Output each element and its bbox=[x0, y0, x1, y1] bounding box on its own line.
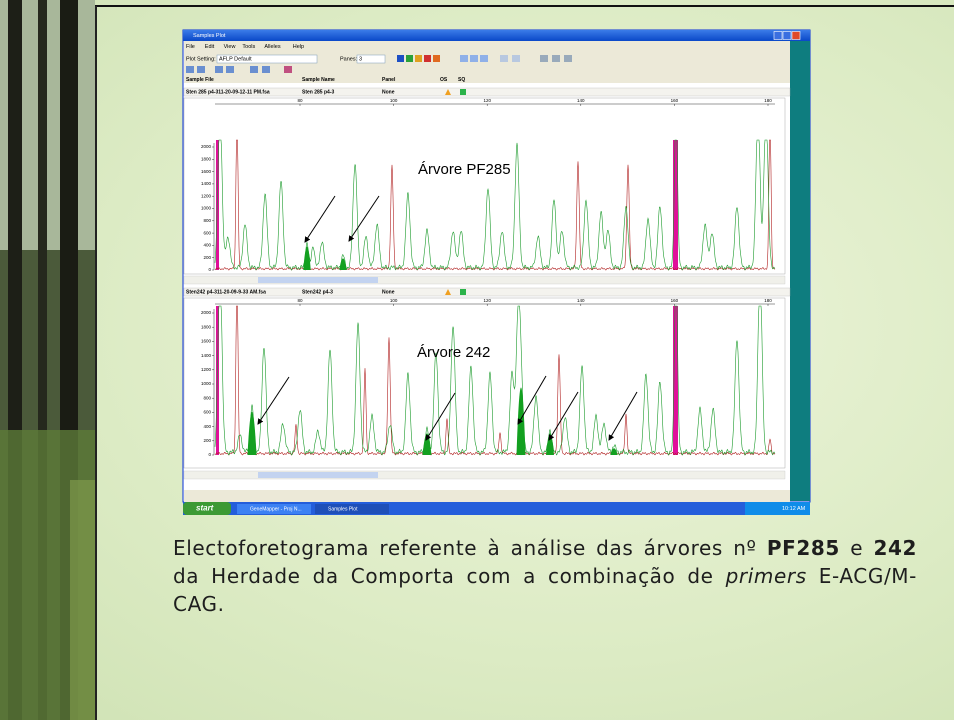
caption: Electoforetograma referente à análise da… bbox=[173, 534, 917, 618]
x-tick-label: 140 bbox=[577, 98, 585, 103]
x-tick-label: 80 bbox=[297, 298, 303, 303]
x-tick-label: 160 bbox=[671, 298, 679, 303]
column-header: Sample File bbox=[186, 77, 214, 83]
window-title: Samples Plot bbox=[193, 33, 226, 39]
sample-row[interactable] bbox=[184, 288, 790, 296]
y-tick-label: 800 bbox=[203, 218, 211, 223]
menu-item[interactable]: Edit bbox=[205, 44, 215, 50]
y-tick-label: 400 bbox=[203, 424, 211, 429]
y-tick-label: 1800 bbox=[201, 324, 212, 329]
forest-photo bbox=[0, 0, 95, 720]
menu-item[interactable]: File bbox=[186, 44, 195, 50]
pane-annotation: Árvore 242 bbox=[417, 344, 490, 361]
y-tick-label: 400 bbox=[203, 243, 211, 248]
pane: Sten242 p4-311-20-09-9-33 AM.fsa Sten242 … bbox=[184, 288, 790, 479]
y-tick-label: 200 bbox=[203, 255, 211, 260]
x-tick-label: 100 bbox=[390, 298, 398, 303]
sample-name: Sten 285 p4-3 bbox=[302, 89, 334, 95]
column-header: Sample Name bbox=[302, 77, 335, 83]
y-tick-label: 200 bbox=[203, 438, 211, 443]
panel: None bbox=[382, 289, 395, 295]
menu-item[interactable]: Tools bbox=[242, 44, 255, 50]
y-tick-label: 1400 bbox=[201, 181, 212, 186]
caption-segment: e bbox=[840, 536, 874, 560]
scroll-thumb[interactable] bbox=[258, 472, 378, 478]
y-tick-label: 1600 bbox=[201, 339, 212, 344]
plot-setting-label: Plot Setting: bbox=[186, 56, 216, 62]
y-tick-label: 800 bbox=[203, 395, 211, 400]
column-header: OS bbox=[440, 77, 448, 83]
x-tick-label: 120 bbox=[483, 98, 491, 103]
y-tick-label: 1000 bbox=[201, 206, 212, 211]
caption-segment: da Herdade da Comporta com a combinação … bbox=[173, 564, 726, 588]
panes-label: Panes: bbox=[340, 56, 358, 62]
panes-value: 3 bbox=[359, 56, 362, 62]
start-label: start bbox=[196, 504, 214, 513]
menu-item[interactable]: View bbox=[224, 44, 236, 50]
menu-item[interactable]: Alleles bbox=[264, 44, 280, 50]
x-tick-label: 180 bbox=[764, 298, 772, 303]
caption-segment: Electoforetograma referente à análise da… bbox=[173, 536, 767, 560]
x-tick-label: 180 bbox=[764, 98, 772, 103]
sq-icon bbox=[460, 89, 466, 95]
y-tick-label: 1400 bbox=[201, 353, 212, 358]
x-tick-label: 160 bbox=[671, 98, 679, 103]
y-tick-label: 1200 bbox=[201, 193, 212, 198]
x-tick-label: 140 bbox=[577, 298, 585, 303]
y-tick-label: 600 bbox=[203, 230, 211, 235]
minimize-button[interactable] bbox=[774, 32, 782, 40]
task-label: Samples Plot bbox=[328, 506, 358, 512]
column-header: SQ bbox=[458, 77, 465, 83]
sample-name: Sten242 p4-3 bbox=[302, 289, 333, 295]
y-tick-label: 2000 bbox=[201, 144, 212, 149]
close-button[interactable] bbox=[792, 32, 800, 40]
column-header: Panel bbox=[382, 77, 396, 83]
y-tick-label: 600 bbox=[203, 410, 211, 415]
taskbar: start GeneMapper - Proj N... Samples Plo… bbox=[183, 502, 810, 515]
maximize-button[interactable] bbox=[783, 32, 791, 40]
sample-file: Sten 285 p4-311-20-09-12-11 PM.fsa bbox=[186, 89, 270, 95]
menu-item[interactable]: Help bbox=[293, 44, 304, 50]
x-tick-label: 100 bbox=[390, 98, 398, 103]
sq-icon bbox=[460, 289, 466, 295]
caption-segment: 242 bbox=[873, 536, 917, 560]
pane: Sten 285 p4-311-20-09-12-11 PM.fsa Sten 2… bbox=[184, 88, 790, 284]
caption-segment: primers bbox=[726, 564, 807, 588]
y-tick-label: 2000 bbox=[201, 310, 212, 315]
y-tick-label: 1600 bbox=[201, 169, 212, 174]
slide: {"window": {"title": "Samples Plot", "me… bbox=[0, 0, 954, 720]
x-tick-label: 80 bbox=[297, 98, 303, 103]
y-tick-label: 1200 bbox=[201, 367, 212, 372]
background-window bbox=[790, 41, 810, 501]
panel: None bbox=[382, 89, 395, 95]
plot-area bbox=[184, 298, 785, 468]
x-tick-label: 120 bbox=[483, 298, 491, 303]
task-label: GeneMapper - Proj N... bbox=[250, 506, 302, 512]
sample-file: Sten242 p4-311-20-09-9-33 AM.fsa bbox=[186, 289, 266, 295]
pane-annotation: Árvore PF285 bbox=[418, 161, 511, 178]
sample-row[interactable] bbox=[184, 88, 790, 96]
plot-setting-value: AFLP Default bbox=[219, 56, 252, 62]
y-tick-label: 1000 bbox=[201, 381, 212, 386]
y-tick-label: 1800 bbox=[201, 156, 212, 161]
scroll-thumb[interactable] bbox=[258, 277, 378, 283]
clock: 10:12 AM bbox=[782, 506, 806, 512]
caption-segment: PF285 bbox=[767, 536, 840, 560]
